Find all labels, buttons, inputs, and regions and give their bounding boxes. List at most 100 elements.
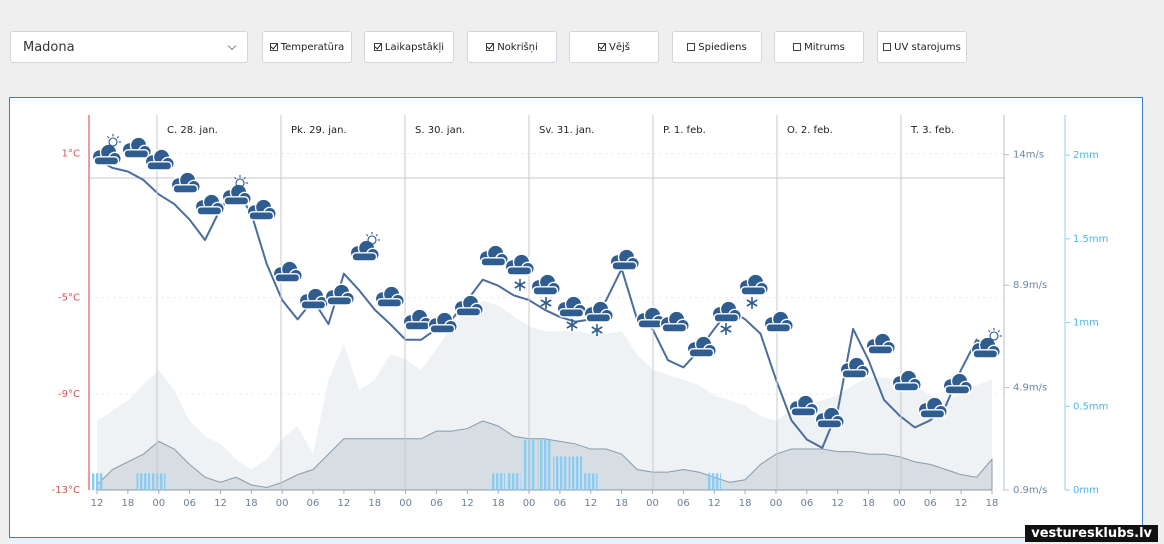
precip-bar — [506, 473, 521, 490]
checkbox — [793, 43, 802, 51]
y3-tick-label: 0mm — [1073, 485, 1099, 496]
x-tick-label: 12 — [338, 498, 351, 509]
weather-icon — [91, 143, 122, 166]
snow-icon — [746, 297, 758, 309]
x-tick-label: 18 — [615, 498, 628, 509]
precip-bar — [90, 473, 104, 490]
wind-area — [97, 300, 992, 490]
x-tick-label: 18 — [368, 498, 381, 509]
x-tick-label: 18 — [862, 498, 875, 509]
x-tick-label: 00 — [893, 498, 906, 509]
toggle[interactable]: Temperatūra — [262, 31, 352, 63]
toggle[interactable]: Laikapstākļi — [364, 31, 454, 63]
watermark: vesturesklubs.lv — [1025, 525, 1158, 542]
weather-icon — [170, 171, 201, 194]
x-tick-label: 00 — [152, 498, 165, 509]
location-select[interactable]: Madona — [10, 31, 248, 63]
weather-icon — [711, 300, 742, 323]
x-tick-label: 00 — [770, 498, 783, 509]
checkbox — [486, 43, 495, 51]
y2-tick-label: 14m/s — [1013, 150, 1044, 161]
day-label: O. 2. feb. — [787, 125, 833, 136]
temperature-line — [96, 158, 993, 449]
x-tick-label: 06 — [800, 498, 813, 509]
y3-tick-label: 1mm — [1073, 318, 1099, 329]
x-tick-label: 12 — [461, 498, 474, 509]
weather-icon — [374, 285, 405, 308]
precip-bar — [537, 439, 552, 490]
location-text: Madona — [23, 39, 75, 55]
x-tick-label: 12 — [91, 498, 104, 509]
precip-bar — [568, 456, 583, 490]
weather-icon — [609, 248, 640, 271]
weather-icon — [891, 369, 922, 392]
x-tick-label: 12 — [955, 498, 968, 509]
toggle-label: Temperatūra — [280, 41, 345, 53]
precip-bar — [152, 473, 166, 490]
precip-bar — [707, 473, 721, 490]
checkbox — [269, 43, 278, 51]
toggle[interactable]: UV starojums — [877, 31, 967, 63]
x-tick-label: 12 — [584, 498, 597, 509]
checkbox — [373, 43, 382, 51]
y3-tick-label: 2mm — [1073, 150, 1099, 161]
weather-icon — [583, 300, 614, 323]
toggle[interactable]: Vējš — [569, 31, 659, 63]
weather-icon — [194, 193, 225, 216]
y-tick-label: -9°C — [58, 389, 80, 400]
toggle[interactable]: Spiediens — [672, 31, 762, 63]
day-label: P. 1. feb. — [663, 125, 706, 136]
weather-icon — [530, 273, 561, 296]
toggle-label: Spiediens — [698, 41, 747, 53]
toggle[interactable]: Nokrišņi — [467, 31, 557, 63]
y3-tick-label: 0.5mm — [1073, 401, 1108, 412]
sun-icon — [365, 232, 380, 245]
weather-icon — [298, 287, 329, 310]
sun-icon — [106, 134, 121, 147]
x-tick-label: 00 — [276, 498, 289, 509]
day-label: Sv. 31. jan. — [539, 125, 594, 136]
precip-bar — [136, 473, 151, 490]
y-tick-label: -13°C — [52, 485, 80, 496]
toggle-label: UV starojums — [894, 41, 961, 53]
y2-tick-label: 0.9m/s — [1013, 485, 1047, 496]
weather-icon — [659, 310, 690, 333]
x-tick-label: 06 — [183, 498, 196, 509]
weather-icon — [324, 283, 355, 306]
toggle-label: Nokrišņi — [497, 41, 538, 53]
toggle-label: Mitrums — [804, 41, 845, 53]
weather-icon — [427, 311, 458, 334]
x-tick-label: 18 — [739, 498, 752, 509]
weather-icon — [478, 244, 509, 267]
checkbox — [598, 43, 606, 51]
weather-icon — [942, 372, 973, 395]
checkbox — [687, 43, 696, 51]
checkbox — [883, 43, 892, 51]
toggle-label: Vējš — [609, 41, 630, 53]
x-tick-label: 06 — [924, 498, 937, 509]
weather-icon — [246, 198, 277, 221]
weather-icon — [453, 294, 484, 317]
x-tick-label: 06 — [554, 498, 567, 509]
y-tick-label: 1°C — [62, 148, 80, 159]
weather-icon — [788, 394, 819, 417]
x-tick-label: 06 — [307, 498, 320, 509]
toggle-label: Laikapstākļi — [384, 41, 445, 53]
x-tick-label: 18 — [121, 498, 134, 509]
y2-tick-label: 4.9m/s — [1013, 383, 1047, 394]
weather-icon — [839, 356, 870, 379]
snow-icon — [720, 323, 732, 335]
precip-bar — [491, 473, 505, 490]
weather-icon — [402, 308, 433, 331]
toggle[interactable]: Mitrums — [774, 31, 864, 63]
x-tick-label: 12 — [214, 498, 227, 509]
y2-tick-label: 8.9m/s — [1013, 280, 1047, 291]
snow-icon — [514, 279, 526, 291]
day-label: C. 28. jan. — [167, 125, 218, 136]
weather-icon — [272, 260, 303, 283]
x-tick-label: 18 — [986, 498, 999, 509]
weather-icon — [686, 335, 717, 358]
weather-icon — [504, 253, 535, 276]
